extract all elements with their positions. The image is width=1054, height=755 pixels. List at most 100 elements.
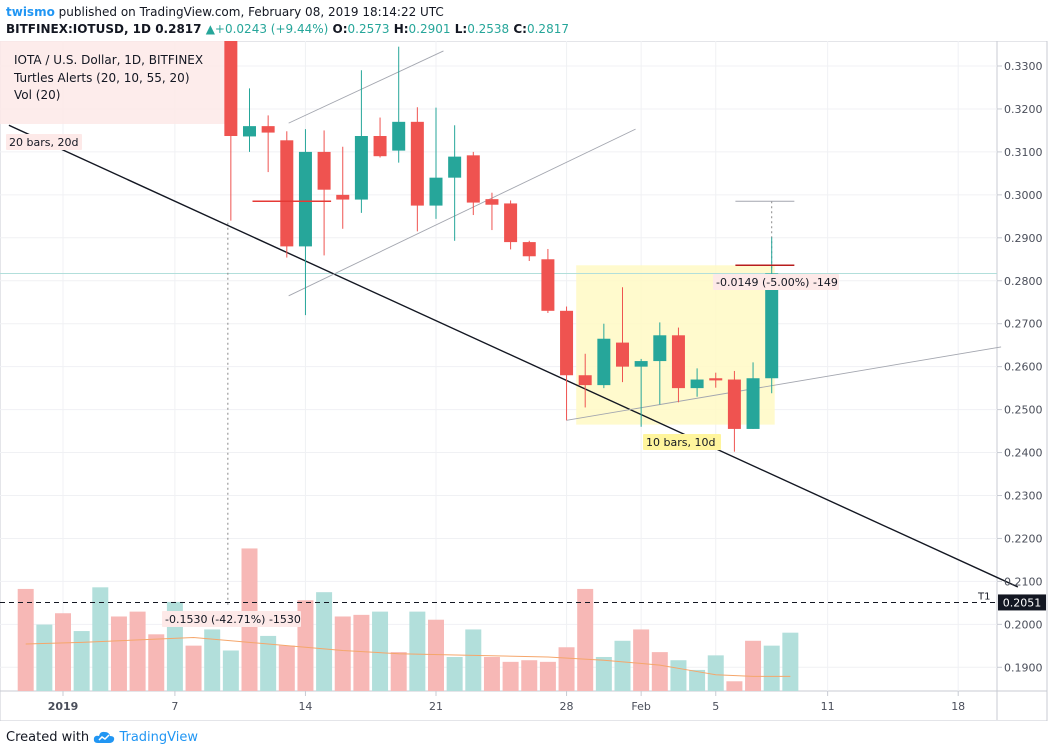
y-tick-label: 0.2300 bbox=[1004, 490, 1043, 503]
candle-body bbox=[317, 151, 331, 190]
lower-channel-line bbox=[288, 128, 636, 297]
volume-bar bbox=[595, 656, 612, 691]
candle-body bbox=[298, 151, 312, 247]
volume-bar bbox=[577, 588, 594, 691]
y-tick-label: 0.2700 bbox=[1004, 318, 1043, 331]
candle-body bbox=[354, 136, 368, 200]
legend-main: IOTA / U.S. Dollar, 1D, BITFINEX bbox=[14, 53, 203, 67]
candle-body bbox=[690, 379, 704, 389]
volume-bar bbox=[465, 629, 482, 691]
y-tick-label: 0.2400 bbox=[1004, 447, 1043, 460]
open-label: O: bbox=[332, 22, 348, 36]
legend-volume: Vol (20) bbox=[14, 88, 60, 102]
change-value: +0.0243 (+9.44%) bbox=[214, 22, 329, 36]
high-label: H: bbox=[393, 22, 409, 36]
volume-bar bbox=[372, 611, 389, 691]
volume-bar bbox=[745, 640, 762, 691]
y-tick-label: 0.3300 bbox=[1004, 60, 1043, 73]
bars20-label-bg bbox=[6, 134, 82, 150]
candle-body bbox=[616, 342, 629, 367]
created-with-text: Created with bbox=[6, 730, 90, 745]
volume-bar bbox=[483, 656, 500, 691]
candle-body bbox=[560, 310, 574, 376]
low-label: L: bbox=[454, 22, 468, 36]
y-tick-label: 0.1900 bbox=[1004, 661, 1043, 674]
volume-bar bbox=[539, 661, 556, 691]
price-tag-label: 0.2051 bbox=[1003, 596, 1042, 609]
volume-bar bbox=[297, 600, 314, 691]
volume-bar bbox=[73, 631, 90, 691]
volume-bar bbox=[185, 645, 202, 691]
symbol-label: BITFINEX:IOTUSD, 1D bbox=[6, 22, 151, 36]
candle-body bbox=[727, 379, 741, 429]
candle-body bbox=[765, 273, 779, 379]
measure-big-label: -0.1530 (-42.71%) -1530 bbox=[165, 613, 301, 626]
volume-bar bbox=[92, 587, 109, 691]
volume-bar bbox=[428, 619, 444, 691]
y-tick-label: 0.3100 bbox=[1004, 146, 1043, 159]
publish-info: twismo published on TradingView.com, Feb… bbox=[6, 5, 444, 19]
bars10-label: 10 bars, 10d bbox=[646, 436, 715, 449]
volume-bar bbox=[409, 611, 426, 691]
range-shade bbox=[0, 41, 236, 124]
y-tick-label: 0.3200 bbox=[1004, 103, 1043, 116]
volume-bar bbox=[390, 652, 407, 691]
x-tick-label: 28 bbox=[560, 700, 574, 713]
tradingview-brand[interactable]: TradingView bbox=[119, 730, 198, 745]
volume-bar bbox=[17, 588, 34, 691]
candle-body bbox=[280, 140, 294, 247]
candle-body bbox=[392, 121, 406, 151]
candle-body bbox=[504, 203, 518, 243]
volume-bar bbox=[651, 652, 668, 691]
candle-body bbox=[597, 338, 611, 386]
volume-bar bbox=[707, 655, 724, 691]
volume-bar bbox=[670, 660, 687, 691]
close-value: 0.2817 bbox=[526, 22, 569, 36]
candle-body bbox=[410, 121, 424, 206]
volume-bar bbox=[689, 669, 706, 691]
y-tick-label: 0.3000 bbox=[1004, 189, 1043, 202]
x-tick-label: 18 bbox=[951, 700, 965, 713]
candle-body bbox=[373, 136, 387, 157]
y-tick-label: 0.2000 bbox=[1004, 618, 1043, 631]
main-trendline bbox=[8, 124, 1019, 588]
y-tick-label: 0.2500 bbox=[1004, 404, 1043, 417]
candle-body bbox=[634, 361, 648, 367]
volume-bar bbox=[36, 624, 53, 691]
volume-bar bbox=[558, 647, 575, 691]
open-value: 0.2573 bbox=[347, 22, 390, 36]
volume-bar bbox=[633, 629, 650, 691]
tradingview-cloud-icon bbox=[93, 730, 115, 748]
volume-bar bbox=[110, 616, 127, 691]
volume-bar bbox=[129, 611, 146, 691]
y-tick-label: 0.2800 bbox=[1004, 275, 1043, 288]
y-tick-label: 0.2600 bbox=[1004, 361, 1043, 374]
candle-body bbox=[578, 375, 592, 386]
candle-body bbox=[522, 242, 536, 257]
volume-bar bbox=[446, 656, 463, 691]
measure-big-label-bg bbox=[162, 611, 301, 627]
candle-body bbox=[243, 126, 256, 137]
price-chart[interactable]: 20 bars, 20d 10 bars, 10d -0.0149 (-5.00%)… bbox=[0, 41, 1054, 721]
candle-body bbox=[224, 41, 238, 137]
volume-bar bbox=[763, 645, 780, 691]
candle-body bbox=[653, 335, 667, 362]
volume-bar bbox=[316, 592, 333, 691]
candle-body bbox=[485, 199, 499, 205]
volume-bar bbox=[222, 650, 239, 691]
candle-body bbox=[336, 194, 350, 200]
bars10-label-bg bbox=[643, 434, 721, 450]
volume-bar bbox=[204, 629, 221, 691]
author-name[interactable]: twismo bbox=[6, 5, 55, 19]
volume-bar bbox=[260, 635, 277, 691]
x-tick-label: Feb bbox=[631, 700, 650, 713]
footer: Created with TradingView bbox=[6, 730, 198, 748]
candle-body bbox=[429, 177, 443, 206]
volume-ma-line bbox=[25, 637, 791, 677]
high-value: 0.2901 bbox=[408, 22, 451, 36]
candle-body bbox=[541, 259, 555, 311]
close-label: C: bbox=[513, 22, 527, 36]
y-tick-label: 0.2200 bbox=[1004, 532, 1043, 545]
candle-body bbox=[448, 156, 462, 178]
x-tick-label: 14 bbox=[298, 700, 312, 713]
